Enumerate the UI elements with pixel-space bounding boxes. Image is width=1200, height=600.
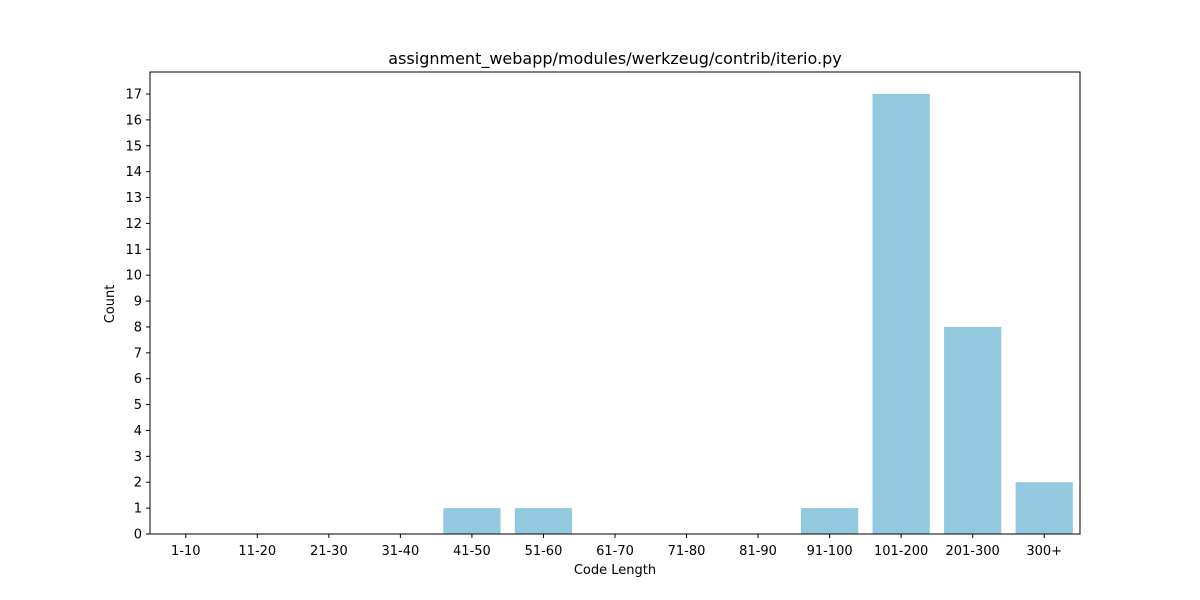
y-tick-label: 4: [134, 424, 142, 439]
plot-frame: [149, 71, 1081, 535]
y-tick-label: 15: [125, 139, 142, 154]
x-tick-label: 81-90: [739, 544, 777, 559]
x-tick-label: 11-20: [238, 544, 276, 559]
y-tick-label: 11: [125, 243, 142, 258]
y-tick-label: 6: [134, 372, 142, 387]
y-tick-label: 10: [125, 269, 142, 284]
y-tick-label: 12: [125, 217, 142, 232]
x-tick-label: 71-80: [668, 544, 706, 559]
y-tick-label: 16: [125, 113, 142, 128]
bar-300+: [1015, 482, 1073, 534]
y-tick-label: 9: [134, 295, 142, 310]
x-tick-label: 201-300: [946, 544, 1000, 559]
x-tick-label: 91-100: [807, 544, 853, 559]
x-tick-label: 31-40: [381, 544, 419, 559]
x-tick-label: 51-60: [525, 544, 563, 559]
y-tick-label: 17: [125, 88, 142, 103]
x-ticks-group: 1-10 11-20 21-30 31-40 41-50 51-60 61-70 71-80 8…: [171, 534, 1062, 559]
x-tick-label: 61-70: [596, 544, 634, 559]
y-tick-label: 5: [134, 398, 142, 413]
y-tick-label: 3: [134, 450, 142, 465]
x-tick-label: 41-50: [453, 544, 491, 559]
x-tick-label: 21-30: [310, 544, 348, 559]
x-tick-label: 300+: [1026, 544, 1062, 559]
y-tick-label: 14: [125, 165, 142, 180]
y-tick-label: 2: [134, 476, 142, 491]
y-tick-label: 13: [125, 191, 142, 206]
y-tick-label: 7: [134, 346, 142, 361]
x-tick-label: 1-10: [171, 544, 201, 559]
chart-title: assignment_webapp/modules/werkzeug/contr…: [388, 49, 841, 69]
bar-101-200: [872, 94, 930, 534]
y-axis-label: Count: [103, 285, 118, 324]
bar-91-100: [801, 508, 859, 534]
y-tick-label: 0: [134, 528, 142, 543]
x-tick-label: 101-200: [874, 544, 928, 559]
bar-201-300: [944, 326, 1002, 534]
y-tick-label: 1: [134, 502, 142, 517]
x-axis-label: Code Length: [574, 563, 656, 578]
bars-group: [443, 94, 1073, 534]
y-tick-label: 8: [134, 320, 142, 335]
bar-51-60: [514, 508, 573, 534]
bar-41-50: [443, 508, 501, 534]
